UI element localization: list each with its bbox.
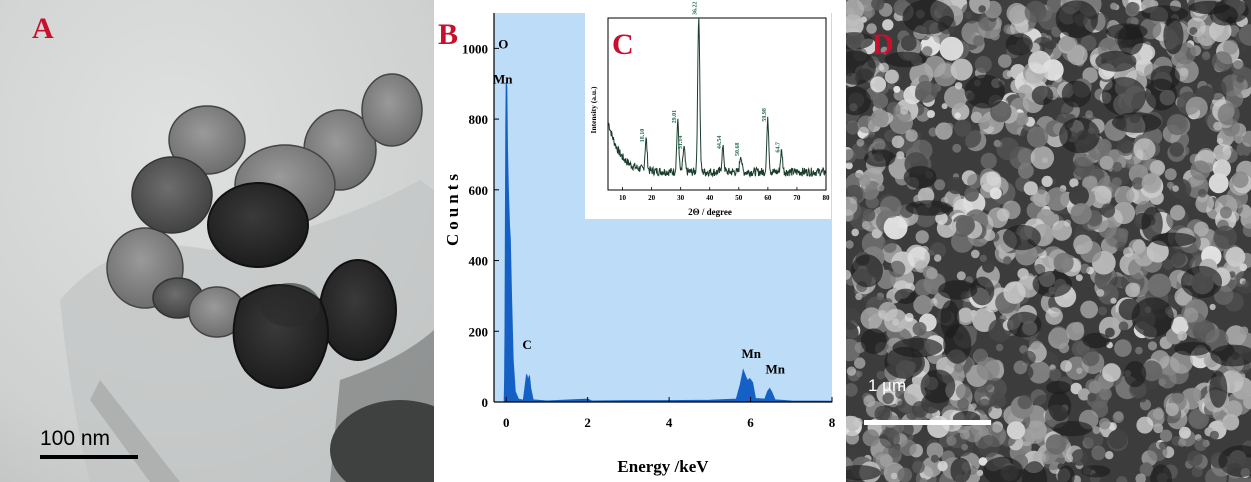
xrd-x-tick-label: 10	[619, 194, 627, 202]
eds-y-tick-label: 800	[469, 112, 489, 127]
eds-peak-label: Mn	[766, 362, 786, 377]
eds-x-tick-label: 8	[829, 415, 836, 430]
xrd-peak-label: 44.54	[717, 136, 723, 150]
xrd-peak-label: 31.14	[678, 136, 684, 150]
xrd-peak-label: 18.10	[640, 129, 646, 143]
eds-chart: 0 200 400 600 800 1000 0 2 4 6 8 O Mn C Mn Mn Energy /…	[443, 2, 836, 477]
xrd-peak-label: 59.98	[762, 108, 768, 122]
eds-x-tick-label: 0	[503, 415, 510, 430]
eds-peak-label: Mn	[741, 346, 761, 361]
eds-y-tick-label: 200	[469, 324, 489, 339]
xrd-x-tick-label: 50	[735, 194, 743, 202]
xrd-peak-label: 29.01	[672, 110, 678, 124]
eds-peak-label: Mn	[493, 72, 513, 87]
panel-d-sem-image: D 1 µm	[846, 0, 1251, 482]
eds-y-tick-label: 600	[469, 183, 489, 198]
eds-x-axis-label: Energy /keV	[617, 457, 709, 476]
eds-spectrum-area	[494, 81, 833, 403]
xrd-x-tick-label: 20	[648, 194, 656, 202]
tem-image	[0, 0, 434, 482]
eds-y-axis-label: Counts	[443, 170, 462, 246]
xrd-inset-background	[585, 13, 831, 219]
xrd-x-tick-label: 30	[677, 194, 685, 202]
xrd-pattern-line	[608, 17, 826, 178]
xrd-peak-label: 50.68	[735, 143, 741, 157]
xrd-x-tick-label: 60	[764, 194, 772, 202]
eds-peak-label: O	[498, 36, 508, 51]
xrd-x-tick-label: 70	[793, 194, 801, 202]
sem-image	[846, 0, 1251, 482]
xrd-peak-label: 36.22	[693, 2, 699, 16]
panel-b-letter: B	[438, 18, 459, 51]
eds-y-tick-label: 400	[469, 254, 489, 269]
panel-d-scale-bar-label: 1 µm	[868, 376, 907, 395]
eds-y-tick-label: 0	[482, 395, 489, 410]
xrd-x-tick-label: 40	[706, 194, 714, 202]
eds-x-tick-label: 4	[666, 415, 673, 430]
panel-d-letter: D	[872, 28, 894, 61]
panel-a-letter: A	[32, 12, 54, 45]
xrd-y-axis-label: Intensity (a.u.)	[589, 86, 598, 133]
eds-x-tick-label: 6	[747, 415, 754, 430]
panel-b-eds-chart: 0 200 400 600 800 1000 0 2 4 6 8 O Mn C Mn Mn Energy /…	[434, 0, 846, 482]
xrd-plot-frame	[607, 17, 827, 191]
xrd-x-axis-label: 2Θ / degree	[688, 207, 732, 217]
eds-peak-label: C	[522, 337, 531, 352]
panel-c-letter: C	[612, 28, 634, 61]
xrd-inset-chart: 10 20 30 40 50 60 70 80 18.10 29.01 31.14 36.22 44.…	[585, 2, 831, 219]
eds-x-tick-label: 2	[584, 415, 591, 430]
xrd-x-tick-label: 80	[823, 194, 831, 202]
panel-a-scale-bar-label: 100 nm	[40, 427, 111, 450]
eds-y-tick-label: 1000	[462, 41, 488, 56]
xrd-peak-label: 64.7	[776, 142, 782, 153]
panel-a-tem-image: A 100 nm	[0, 0, 434, 482]
